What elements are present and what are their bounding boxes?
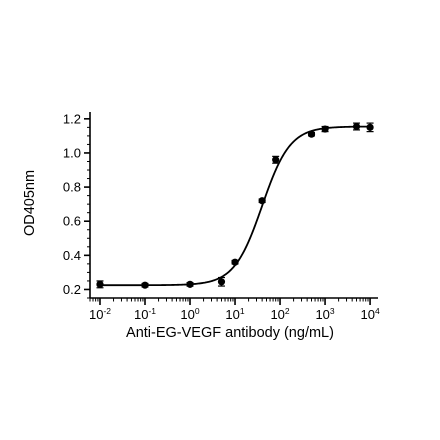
tick-labels: 0.2 0.4 0.6 0.8 1.0 1.2 10-2 10-1 100 101 102 103 10…	[63, 111, 380, 322]
data-point	[231, 258, 239, 266]
data-point	[141, 281, 149, 289]
data-marker	[186, 280, 194, 288]
data-marker	[272, 156, 280, 164]
data-point	[352, 122, 361, 131]
data-point	[307, 130, 316, 138]
data-point	[321, 125, 329, 133]
data-point	[272, 155, 280, 164]
y-tick-label: 0.4	[63, 248, 81, 263]
data-points-layer	[96, 122, 374, 289]
x-tick-label: 100	[180, 306, 199, 322]
axes	[84, 112, 378, 305]
data-marker	[321, 125, 329, 133]
data-marker	[217, 278, 226, 286]
data-point	[186, 280, 194, 288]
data-marker	[96, 280, 104, 288]
y-tick-label: 0.8	[63, 180, 81, 195]
x-tick-label: 104	[360, 306, 379, 322]
x-axis-label: Anti-EG-VEGF antibody (ng/mL)	[126, 325, 334, 341]
x-tick-label: 10-2	[89, 306, 111, 322]
y-tick-label: 0.6	[63, 214, 81, 229]
data-point	[217, 276, 226, 287]
x-tick-label: 103	[315, 306, 334, 322]
y-tick-label: 1.0	[63, 145, 81, 160]
data-point	[366, 122, 374, 133]
data-marker	[231, 258, 239, 266]
data-point	[96, 280, 104, 289]
data-marker	[258, 197, 266, 205]
y-axis-label: OD405nm	[22, 170, 38, 236]
data-marker	[366, 123, 374, 131]
x-tick-label: 102	[270, 306, 289, 322]
y-tick-label: 1.2	[63, 111, 81, 126]
x-tick-label: 101	[225, 306, 244, 322]
x-tick-label: 10-1	[134, 306, 156, 322]
data-marker	[141, 281, 149, 289]
y-tick-label: 0.2	[63, 282, 81, 297]
data-marker	[352, 122, 361, 131]
data-point	[258, 197, 266, 205]
data-marker	[307, 130, 316, 138]
